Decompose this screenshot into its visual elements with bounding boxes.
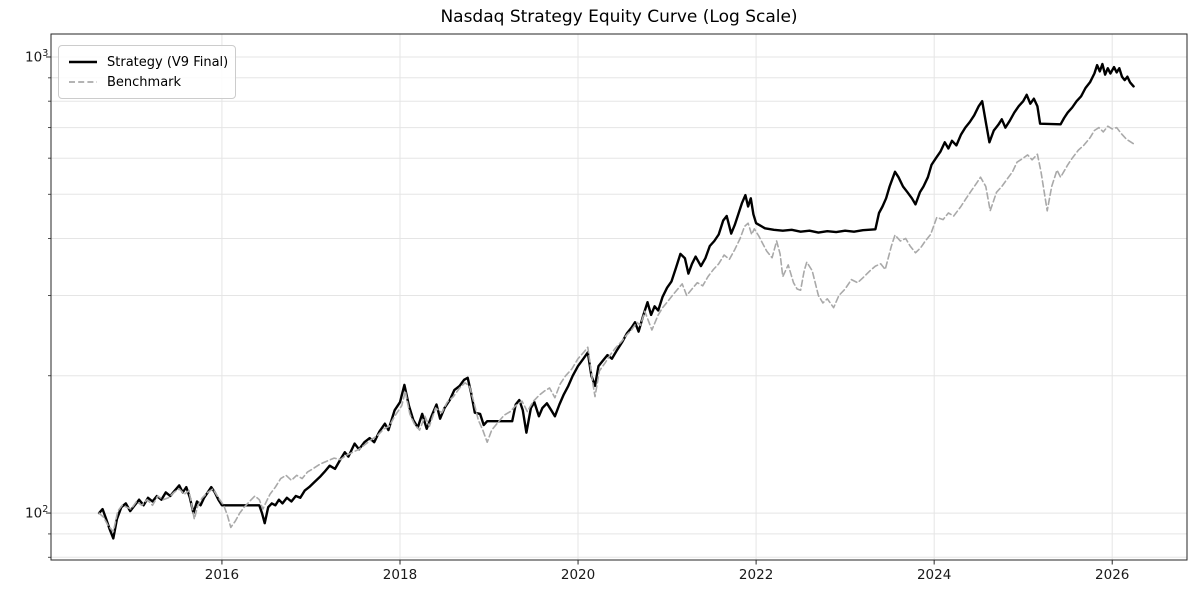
strategy-line-swatch xyxy=(68,59,98,65)
plot-border xyxy=(50,33,1188,561)
y-tick-label: 102 xyxy=(25,504,48,522)
legend-item-benchmark: Benchmark xyxy=(68,72,225,92)
benchmark-line xyxy=(98,125,1135,533)
x-tick-label: 2026 xyxy=(1095,567,1129,583)
legend-label-benchmark: Benchmark xyxy=(107,74,182,90)
x-tick-label: 2024 xyxy=(917,567,951,583)
legend-label-strategy: Strategy (V9 Final) xyxy=(107,54,229,70)
y-tick-label: 103 xyxy=(25,48,48,66)
axis-tick-labels: 2016 2018 2020 2022 2024 2026 102 103 xyxy=(25,48,1129,583)
legend-item-strategy: Strategy (V9 Final) xyxy=(68,52,229,72)
x-tick-label: 2020 xyxy=(561,567,595,583)
gridlines xyxy=(51,34,1187,560)
benchmark-line-swatch xyxy=(68,79,98,85)
x-tick-label: 2016 xyxy=(205,567,239,583)
x-tick-label: 2018 xyxy=(383,567,417,583)
strategy-line xyxy=(97,62,1135,540)
axis-ticks xyxy=(46,56,1113,565)
chart-title: Nasdaq Strategy Equity Curve (Log Scale) xyxy=(440,7,798,27)
series-lines xyxy=(97,62,1135,540)
legend: Strategy (V9 Final) Benchmark xyxy=(58,45,236,99)
x-tick-label: 2022 xyxy=(739,567,773,583)
